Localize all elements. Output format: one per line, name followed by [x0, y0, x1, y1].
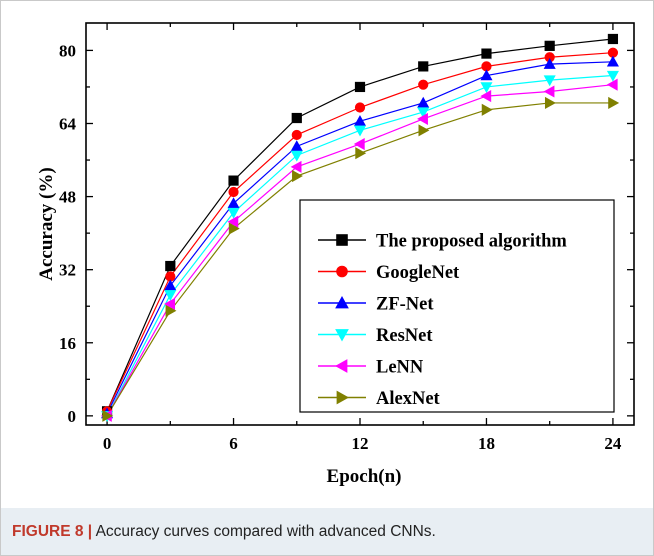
x-tick-label: 6	[229, 434, 238, 453]
x-tick-label: 0	[103, 434, 112, 453]
figure-caption: FIGURE 8 | Accuracy curves compared with…	[12, 523, 436, 541]
y-tick-label: 48	[59, 188, 76, 207]
data-point	[102, 409, 114, 422]
x-tick-label: 18	[478, 434, 495, 453]
data-point	[228, 222, 240, 235]
data-point	[480, 69, 493, 81]
legend: The proposed algorithm GoogleNet ZF-Net Res…	[318, 232, 567, 409]
figure-label: FIGURE 8 |	[12, 523, 93, 540]
legend-label: ZF-Net	[376, 295, 434, 315]
y-tick-label: 64	[59, 115, 77, 134]
legend-label: AlexNet	[376, 389, 441, 409]
x-axis-label: Epoch(n)	[327, 466, 402, 487]
legend-marker	[336, 390, 349, 405]
data-point	[543, 85, 555, 98]
data-point	[354, 81, 366, 93]
data-point	[544, 40, 555, 51]
data-point	[418, 79, 429, 90]
y-tick-label: 32	[59, 261, 76, 280]
data-point	[355, 147, 367, 160]
data-point	[291, 129, 302, 141]
data-point	[290, 140, 303, 152]
caption-text: Accuracy curves compared with advanced C…	[95, 523, 436, 540]
data-point	[228, 175, 239, 186]
data-point	[292, 170, 303, 183]
data-point	[417, 112, 428, 125]
y-tick-label: 0	[68, 407, 77, 426]
data-point	[353, 115, 367, 126]
data-point	[608, 96, 620, 109]
data-point	[418, 124, 430, 137]
data-point	[164, 290, 177, 301]
data-point	[606, 55, 619, 67]
data-point	[481, 103, 493, 116]
data-point	[165, 304, 177, 317]
legend-label: GoogleNet	[376, 263, 460, 283]
data-point	[354, 102, 366, 113]
data-point	[544, 96, 556, 109]
data-point	[227, 197, 240, 209]
data-point	[290, 150, 303, 162]
data-point	[291, 112, 302, 124]
data-point	[290, 160, 302, 173]
caption-bar	[1, 508, 653, 555]
data-point	[164, 297, 176, 310]
legend-marker	[335, 296, 349, 309]
x-tick-label: 12	[352, 434, 369, 453]
data-point	[543, 57, 556, 69]
y-tick-label: 80	[59, 41, 76, 60]
y-tick-label: 16	[59, 334, 76, 353]
accuracy-chart: 0 6 12 18 24 0 16 32 48 64 80 Epoch(n) Accuracy (%…	[36, 22, 635, 487]
legend-marker	[336, 265, 348, 278]
data-point	[606, 78, 618, 91]
data-point	[417, 96, 430, 108]
legend-marker	[336, 234, 348, 246]
legend-label: The proposed algorithm	[376, 232, 567, 252]
y-axis-label: Accuracy (%)	[36, 167, 57, 280]
data-point	[607, 33, 619, 45]
x-tick-label: 24	[604, 434, 622, 453]
data-point	[417, 107, 430, 119]
data-point	[480, 82, 493, 94]
data-point	[481, 48, 492, 59]
data-point	[606, 70, 619, 82]
data-point	[228, 186, 239, 198]
data-point	[480, 90, 492, 103]
legend-marker	[335, 359, 348, 373]
legend-label: ResNet	[376, 326, 433, 346]
legend-marker	[335, 329, 349, 342]
data-point	[165, 260, 176, 272]
data-point	[418, 61, 429, 72]
data-point	[353, 138, 365, 151]
legend-label: LeNN	[376, 358, 424, 378]
data-point	[227, 215, 239, 228]
data-point	[543, 75, 556, 87]
data-point	[227, 207, 240, 219]
data-point	[353, 125, 367, 137]
data-point	[164, 279, 177, 291]
legend-box	[299, 199, 615, 413]
